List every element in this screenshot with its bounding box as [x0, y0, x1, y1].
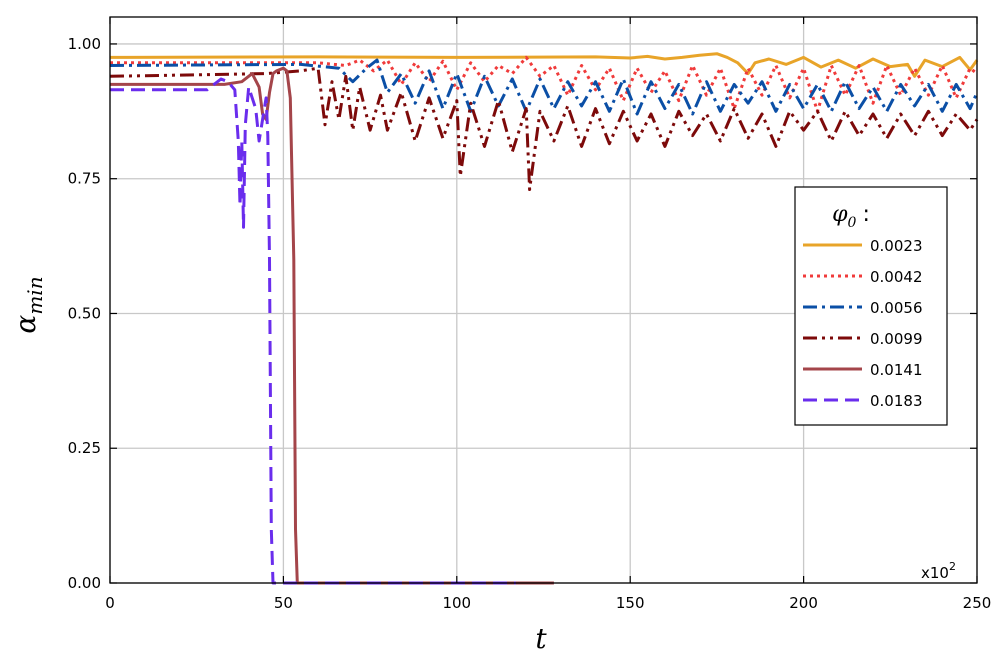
x-multiplier-exponent: 2	[949, 560, 956, 573]
legend-item: 0.0056	[803, 299, 923, 317]
legend-item: 0.0023	[803, 237, 923, 255]
legend-label: 0.0183	[870, 392, 923, 410]
x-tick-label: 100	[442, 594, 471, 612]
legend-item: 0.0183	[803, 392, 923, 410]
y-tick-label: 0.50	[68, 304, 101, 322]
legend-items: 0.0023 0.0042 0.0056 0.0099 0.0141 0.0183	[803, 237, 923, 410]
x-multiplier-base: x10	[921, 564, 949, 582]
x-tick-label: 250	[963, 594, 992, 612]
y-tick-label: 1.00	[68, 35, 101, 53]
plot-frame	[109, 16, 978, 584]
tick-labels: 0 50 100 150 200 250 0.00 0.25 0.50 0.75 1.00	[68, 35, 992, 612]
x-multiplier-label: x102	[921, 560, 956, 582]
y-tick-label: 0.75	[68, 170, 101, 188]
legend-title-main: φ	[832, 202, 848, 227]
series-line-4	[109, 66, 979, 191]
series-line-1	[109, 52, 979, 78]
series-layer	[109, 52, 979, 585]
legend: φ0: 0.0023 0.0042 0.0056 0.0099 0.0141 0.0183	[794, 186, 948, 426]
svg-text:αmin: αmin	[9, 276, 47, 333]
legend-label: 0.0141	[870, 361, 923, 379]
legend-label: 0.0042	[870, 268, 923, 286]
series-line-6	[110, 77, 516, 585]
y-tick-label: 0.25	[68, 439, 101, 457]
series-line-2	[110, 55, 978, 113]
x-tick-label: 200	[789, 594, 818, 612]
legend-item: 0.0042	[803, 268, 923, 286]
y-axis-label-main: α	[9, 315, 42, 334]
axis-ticks	[109, 17, 978, 584]
legend-title-sub: 0	[848, 215, 857, 231]
legend-title: φ0:	[832, 202, 870, 231]
legend-item: 0.0141	[803, 361, 923, 379]
x-tick-label: 150	[616, 594, 645, 612]
legend-item: 0.0099	[803, 330, 923, 348]
x-axis-label: t	[535, 622, 547, 655]
y-axis-label-sub: min	[23, 276, 47, 314]
x-tick-label: 50	[274, 594, 293, 612]
legend-label: 0.0023	[870, 237, 923, 255]
legend-box	[794, 186, 948, 426]
x-tick-label: 0	[105, 594, 115, 612]
series-line-5	[110, 66, 554, 585]
series-line-3	[109, 58, 979, 116]
legend-title-suffix: :	[862, 202, 869, 227]
y-axis-label: αmin	[9, 276, 47, 333]
y-tick-label: 0.00	[68, 574, 101, 592]
legend-label: 0.0099	[870, 330, 923, 348]
legend-label: 0.0056	[870, 299, 923, 317]
